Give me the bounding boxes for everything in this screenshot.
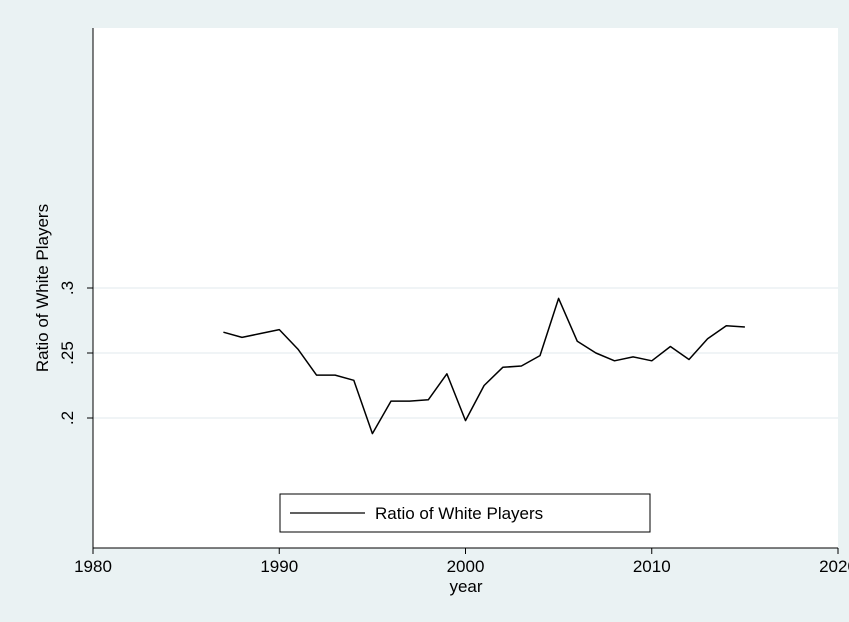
x-ticks: 1980 1990 2000 2010 2020 [74, 548, 849, 576]
x-tick-label: 2020 [819, 557, 849, 576]
y-axis-title: Ratio of White Players [33, 204, 52, 372]
legend: Ratio of White Players [279, 493, 651, 533]
x-tick-label: 2000 [447, 557, 485, 576]
grid-lines [93, 287, 838, 419]
y-tick-label: .3 [58, 281, 77, 295]
x-tick-label: 1980 [74, 557, 112, 576]
x-axis-title: year [449, 577, 482, 596]
series-line [223, 297, 745, 435]
x-tick-label: 1990 [260, 557, 298, 576]
y-ticks: .2 .25 .3 [58, 281, 93, 425]
y-tick-label: .2 [58, 411, 77, 425]
series-group [223, 297, 745, 435]
y-tick-label: .25 [58, 341, 77, 365]
x-tick-label: 2010 [633, 557, 671, 576]
legend-label: Ratio of White Players [375, 504, 543, 523]
